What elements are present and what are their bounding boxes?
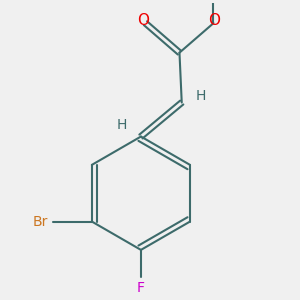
Text: O: O bbox=[137, 13, 149, 28]
Text: F: F bbox=[137, 281, 145, 295]
Text: H: H bbox=[196, 89, 206, 103]
Text: Br: Br bbox=[32, 214, 48, 229]
Text: H: H bbox=[117, 118, 127, 132]
Text: O: O bbox=[208, 13, 220, 28]
